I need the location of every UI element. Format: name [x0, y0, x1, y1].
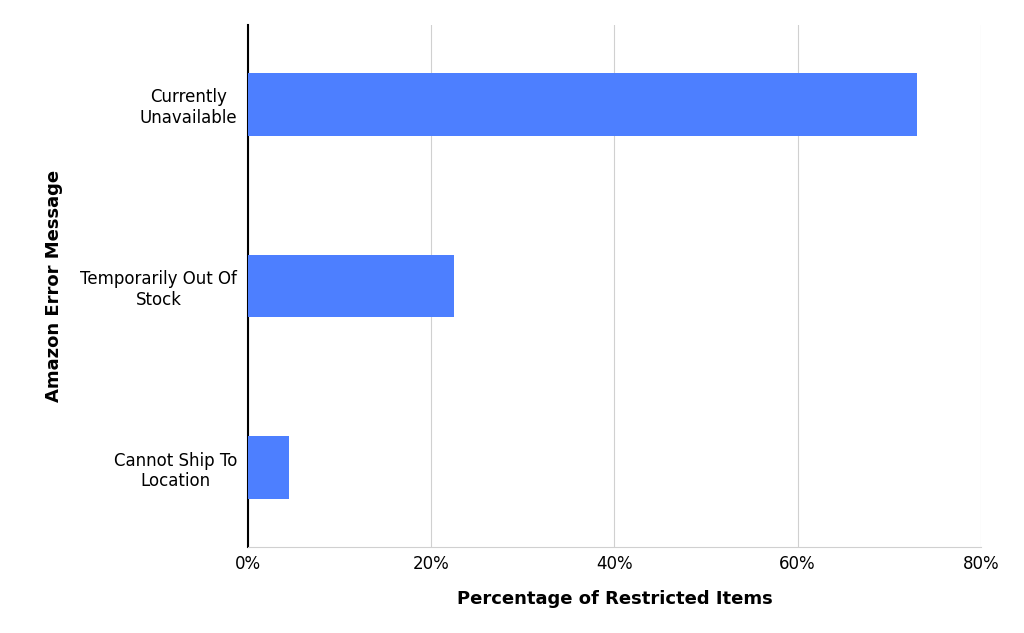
- Y-axis label: Amazon Error Message: Amazon Error Message: [45, 170, 63, 402]
- X-axis label: Percentage of Restricted Items: Percentage of Restricted Items: [457, 590, 772, 608]
- Bar: [248, 73, 916, 135]
- Bar: [248, 255, 455, 317]
- Bar: [248, 436, 290, 499]
